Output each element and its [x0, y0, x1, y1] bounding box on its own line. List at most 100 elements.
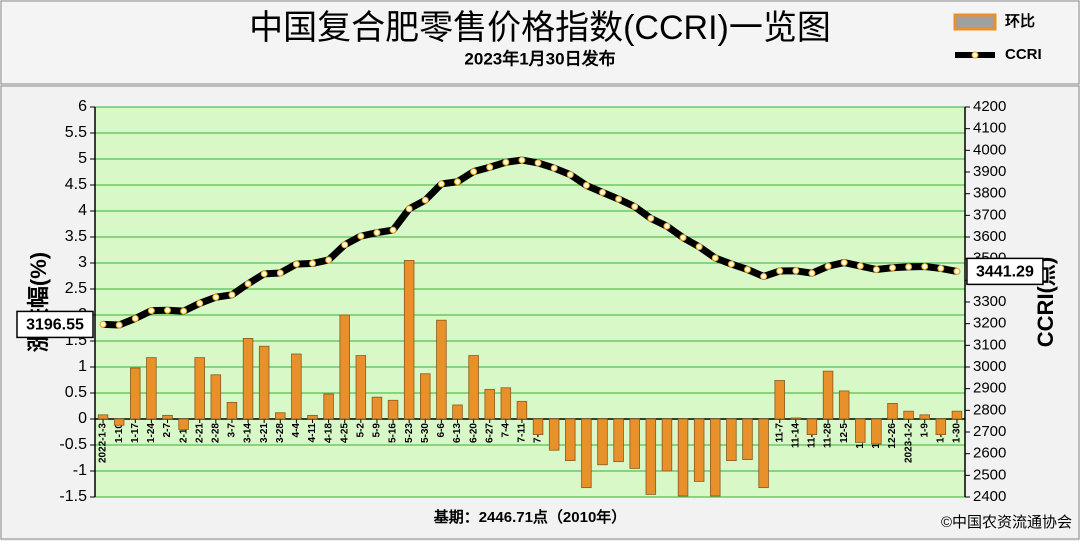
- bar: [629, 418, 640, 469]
- bar: [935, 418, 947, 436]
- y-tick-label: -0.5: [59, 436, 87, 453]
- ccri-point: [470, 168, 478, 176]
- bar: [178, 418, 189, 430]
- bar: [838, 390, 850, 420]
- bar: [307, 414, 318, 420]
- x-tick-label: 1-30: [952, 423, 963, 443]
- y2-tick-label: 3900: [973, 163, 1006, 180]
- x-tick-label: 12-5: [839, 423, 850, 443]
- bar: [162, 414, 173, 420]
- ccri-point: [760, 272, 768, 280]
- x-tick-label: 7-4: [500, 423, 511, 438]
- legend-label: 环比: [1005, 12, 1035, 30]
- bar: [130, 367, 141, 420]
- bar: [146, 357, 157, 420]
- ccri-point: [196, 299, 204, 307]
- bar: [484, 388, 495, 420]
- bar: [258, 345, 270, 420]
- ccri-point: [99, 320, 107, 328]
- y-tick-label: 0: [78, 410, 87, 427]
- bar: [468, 355, 479, 420]
- source: ©中国农资流通协会: [941, 514, 1072, 531]
- bar: [855, 418, 866, 443]
- bar: [242, 337, 254, 420]
- ccri-point: [309, 259, 316, 267]
- ccri-point: [131, 314, 139, 322]
- bar: [532, 418, 544, 436]
- bar: [581, 418, 592, 489]
- x-tick-label: 1-17: [130, 423, 141, 443]
- ccri-point: [695, 243, 703, 251]
- ccri-point: [921, 262, 929, 270]
- header-box: [0, 0, 1080, 85]
- x-tick-label: 1-10: [114, 423, 125, 443]
- ccri-point: [147, 307, 155, 315]
- ccri-point: [663, 222, 671, 230]
- ccri-point: [905, 263, 913, 271]
- y-tick-label: 3.5: [65, 228, 87, 245]
- ccri-point: [164, 306, 171, 314]
- bar: [806, 418, 818, 436]
- x-tick-label: 3-14: [243, 423, 254, 443]
- y-tick-label: 3: [78, 254, 87, 271]
- y-tick-label: 4.5: [65, 176, 87, 193]
- ccri-point: [244, 280, 252, 288]
- x-tick-label: 1-24: [146, 423, 157, 443]
- y2-tick-label: 3600: [973, 228, 1006, 245]
- bar: [661, 418, 673, 472]
- ccri-point: [566, 171, 574, 179]
- x-tick-label: 7-11: [517, 423, 528, 443]
- footnote: 基期：2446.71点（2010年）: [433, 508, 627, 526]
- x-tick-label: 5-30: [420, 423, 431, 443]
- ccri-point: [357, 232, 365, 240]
- y-tick-label: -1: [73, 462, 87, 479]
- bar: [597, 418, 608, 466]
- bar: [194, 357, 205, 420]
- bar: [452, 404, 463, 420]
- y2-tick-label: 2700: [973, 423, 1006, 440]
- x-tick-label: 6-20: [468, 423, 479, 443]
- x-tick-label: 2-14: [178, 423, 189, 443]
- y2-tick-label: 4200: [973, 98, 1006, 115]
- x-tick-label: 3-21: [259, 423, 270, 443]
- ccri-point: [212, 293, 220, 301]
- bar: [645, 418, 657, 495]
- y-tick-label: 6: [78, 98, 87, 115]
- bar: [516, 400, 528, 420]
- ccri-point: [486, 163, 494, 171]
- ccri-point: [792, 267, 800, 275]
- bar: [387, 399, 399, 420]
- ccri-point: [228, 291, 236, 299]
- ccri-point: [872, 266, 880, 273]
- y-tick-label: 4: [78, 202, 87, 219]
- plot-layer: -1.5-1-0.500.511.522.533.544.555.5624002…: [16, 12, 1044, 505]
- plot-area: [95, 107, 965, 497]
- x-tick-label: 2-21: [194, 423, 205, 443]
- ccri-point: [405, 205, 413, 213]
- ccri-point: [808, 269, 816, 277]
- bar: [371, 396, 383, 420]
- x-tick-label: 11-28: [823, 423, 834, 448]
- bar: [677, 418, 689, 497]
- x-tick-label: 11-7: [774, 423, 785, 443]
- ccri-point: [325, 256, 333, 264]
- ccri-point: [292, 260, 300, 268]
- y2-tick-label: 3700: [973, 206, 1006, 223]
- ccri-point: [599, 188, 606, 196]
- x-tick-label: 1-9: [919, 423, 930, 438]
- ccri-point: [341, 241, 349, 249]
- x-tick-label: 6-27: [484, 423, 495, 443]
- y2-tick-label: 4000: [973, 141, 1006, 158]
- x-tick-label: 3-7: [227, 423, 238, 438]
- x-tick-label: 4-4: [291, 423, 302, 438]
- y2-tick-label: 3100: [973, 336, 1006, 353]
- ccri-point: [550, 164, 558, 172]
- ccri-point: [679, 234, 687, 242]
- bar: [548, 418, 560, 451]
- bar: [774, 380, 785, 420]
- ccri-point: [744, 266, 751, 273]
- ccri-point: [776, 267, 784, 275]
- y-tick-label: 0.5: [65, 384, 87, 401]
- bar: [951, 410, 963, 420]
